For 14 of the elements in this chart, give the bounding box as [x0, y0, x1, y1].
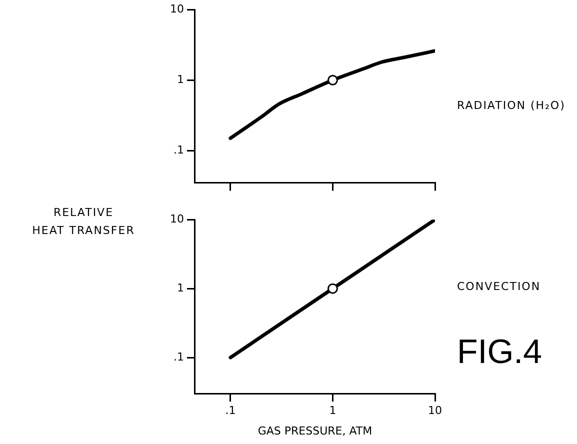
text: CONVECTION [457, 280, 542, 293]
caption: FIG.4 [457, 333, 544, 372]
y-tick-label: 10 [170, 2, 184, 16]
y-tick-label: 1 [176, 281, 184, 294]
x-tick-label: .1 [225, 404, 236, 418]
y-tick-label: 10 [170, 212, 184, 226]
x-axis-title: GAS PRESSURE, ATM [258, 424, 372, 438]
y-tick-label: .1 [173, 350, 184, 364]
y-axis-title: RELATIVE HEAT TRANSFER [32, 205, 135, 239]
text: RADIATION (H₂O) [457, 98, 566, 112]
y-tick-label: .1 [173, 144, 184, 157]
x-tick-label: 1 [329, 404, 336, 418]
y-tick-label: 1 [176, 72, 184, 86]
x-tick-label: 10 [428, 404, 442, 418]
